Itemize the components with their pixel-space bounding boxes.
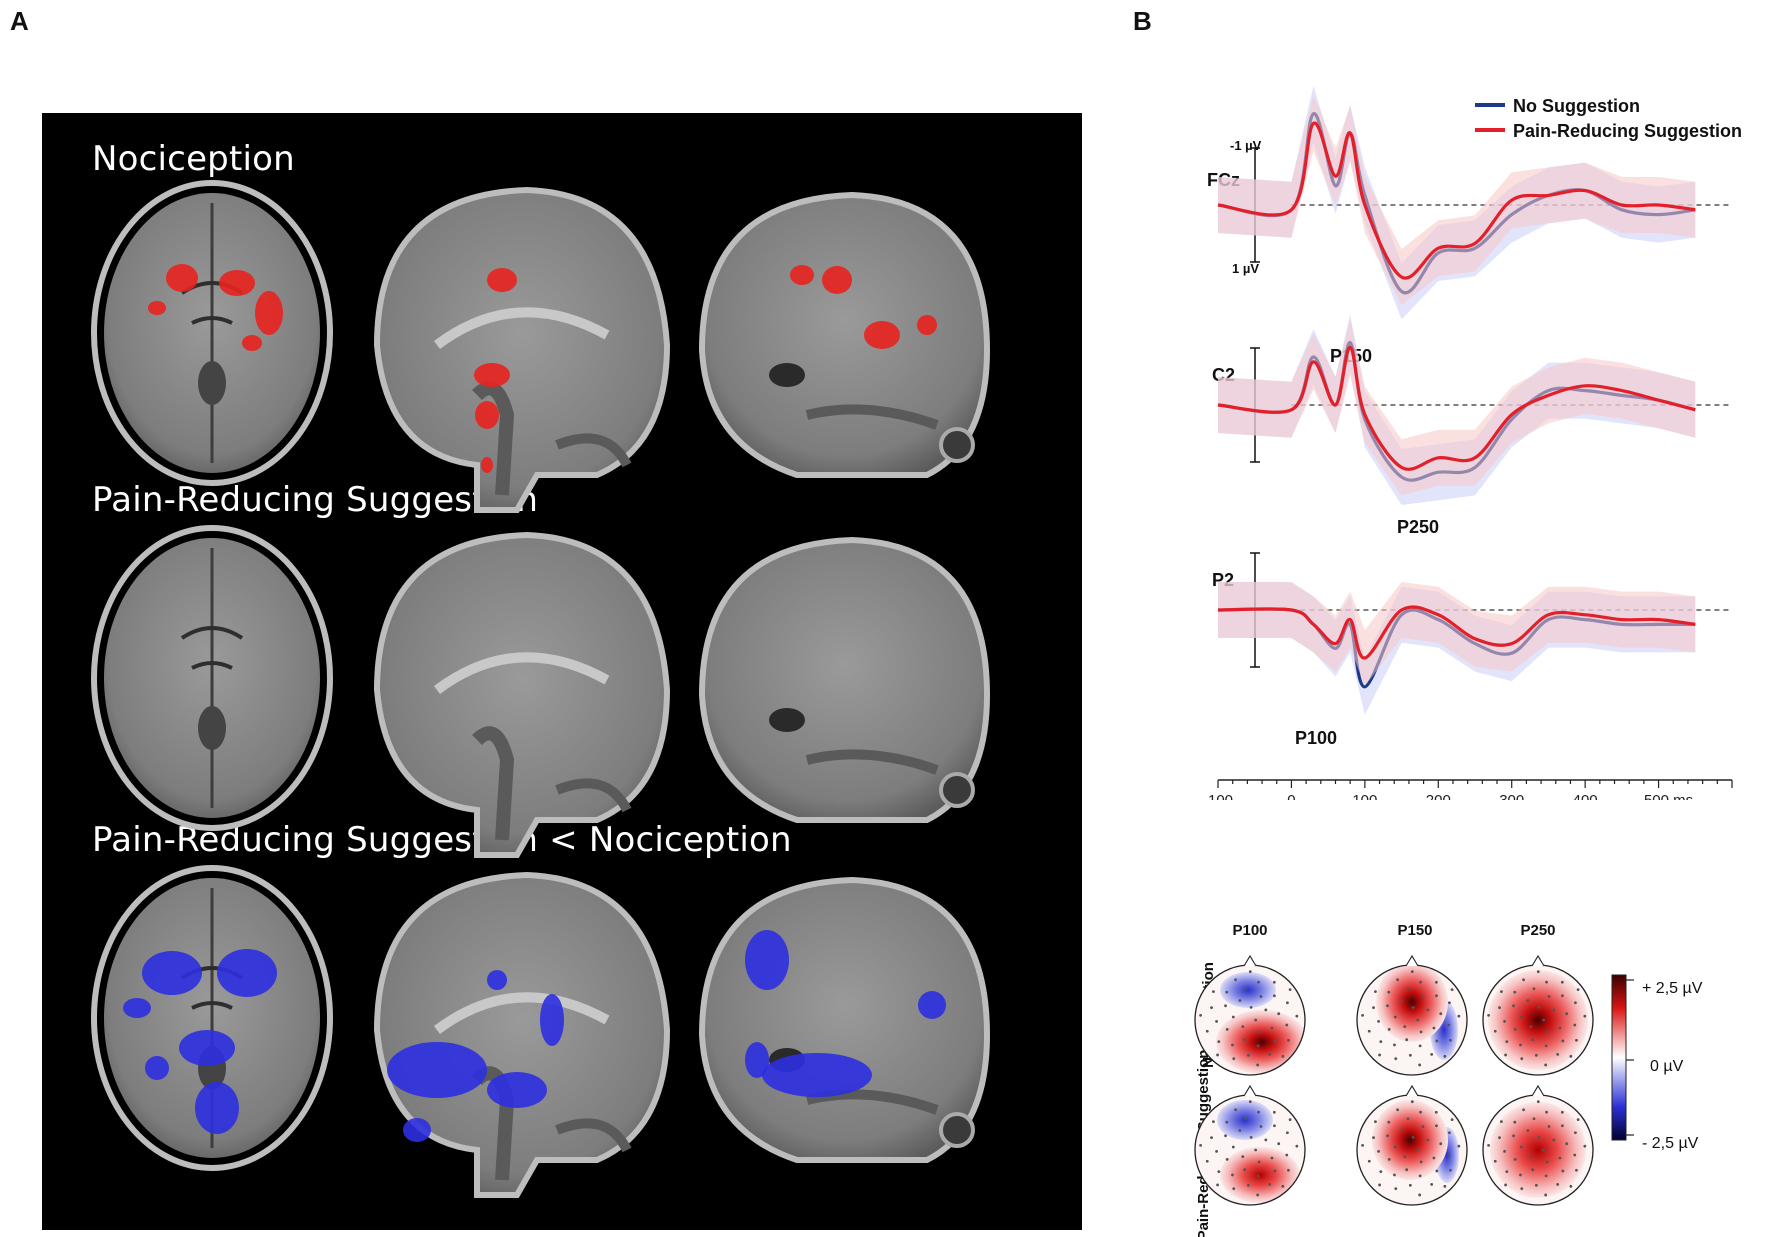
activation-blob	[790, 265, 814, 285]
nose-icon	[1405, 954, 1419, 967]
activation-blob	[145, 1056, 169, 1080]
erp-waveforms: No Suggestion Pain-Reducing Suggestion -…	[1203, 85, 1742, 800]
x-tick-label: 300	[1499, 792, 1524, 800]
activation-blob	[387, 1042, 487, 1098]
brain-slices	[91, 180, 991, 1198]
nose-icon	[1243, 1084, 1257, 1097]
legend-no-suggestion: No Suggestion	[1513, 96, 1640, 116]
erp-line-fcz-suggestion	[1217, 121, 1696, 280]
activation-blob	[762, 1053, 872, 1097]
activation-blob	[745, 930, 789, 990]
x-tick-label: 100	[1352, 792, 1377, 800]
ci-band-c2-3	[1218, 319, 1696, 496]
sagittal-slice-medial	[373, 871, 671, 1198]
panel-letter-b: B	[1133, 6, 1152, 36]
sagittal-slice-lateral	[698, 876, 991, 1163]
activation-blob	[142, 951, 202, 995]
activation-blob	[540, 994, 564, 1046]
activation-blob	[822, 266, 852, 294]
activation-blob	[745, 1042, 769, 1078]
sagittal-slice-lateral	[698, 191, 991, 478]
activation-blob	[917, 315, 937, 335]
ci-band-fcz-1	[1218, 95, 1696, 306]
topo-col-p250: P250	[1520, 922, 1555, 939]
activation-blob	[487, 1072, 547, 1108]
activation-blob	[219, 270, 255, 296]
sagittal-slice-medial	[373, 531, 671, 858]
colorbar	[1611, 974, 1627, 1141]
row-title-nociception: Nociception	[92, 139, 295, 179]
axial-slice	[91, 525, 333, 831]
panel-letter-a: A	[10, 6, 29, 36]
row-title-suggestion: Pain-Reducing Suggestion	[92, 480, 539, 520]
x-tick-label: 500 ms	[1644, 792, 1693, 800]
topomap-p150-row2	[1356, 1084, 1468, 1206]
topomap-p100-row2	[1194, 1084, 1306, 1206]
activation-blob	[255, 291, 283, 335]
activation-blob	[148, 301, 166, 315]
activation-blob	[179, 1030, 235, 1066]
nose-icon	[1243, 954, 1257, 967]
activation-blob	[487, 268, 517, 292]
activation-blob	[217, 949, 277, 997]
colorbar-min: - 2,5 µV	[1642, 1135, 1699, 1152]
legend-suggestion: Pain-Reducing Suggestion	[1513, 121, 1742, 141]
nose-icon	[1531, 954, 1545, 967]
erp-panel: No Suggestion Pain-Reducing Suggestion -…	[1150, 0, 1772, 1237]
activation-blob	[918, 991, 946, 1019]
sagittal-slice-lateral	[698, 536, 991, 823]
activation-blob	[403, 1118, 431, 1142]
topo-col-p150: P150	[1397, 922, 1432, 939]
topography-maps: P100 P150 P250 No Suggestion Pain-Reduci…	[1194, 922, 1703, 1237]
topomap-p250-row2	[1482, 1084, 1594, 1206]
activation-blob	[195, 1082, 239, 1134]
x-tick-label: 0	[1287, 792, 1295, 800]
x-tick-label: -100	[1203, 792, 1233, 800]
erp-line-p2-suggestion	[1217, 605, 1696, 660]
activation-blob	[166, 264, 198, 292]
activation-blob	[474, 363, 510, 387]
sagittal-slice-medial	[373, 186, 671, 513]
nose-icon	[1405, 1084, 1419, 1097]
activation-blob	[481, 457, 493, 473]
scale-top-label: -1 µV	[1230, 138, 1262, 153]
axial-slice	[91, 865, 333, 1171]
peak-label-p250: P250	[1397, 517, 1439, 537]
colorbar-max: + 2,5 µV	[1642, 980, 1703, 997]
colorbar-mid: 0 µV	[1650, 1058, 1684, 1075]
activation-blob	[487, 970, 507, 990]
activation-blob	[242, 335, 262, 351]
topomap-p100-row1	[1194, 954, 1306, 1076]
nose-icon	[1531, 1084, 1545, 1097]
topomap-p250-row1	[1482, 954, 1594, 1076]
activation-blob	[475, 401, 499, 429]
topomap-p150-row1	[1356, 954, 1468, 1076]
fmri-panel: Nociception Pain-Reducing Suggestion Pai…	[42, 113, 1082, 1230]
x-tick-label: 200	[1426, 792, 1451, 800]
axial-slice	[91, 180, 333, 486]
activation-blob	[864, 321, 900, 349]
ci-band-p2-5	[1218, 582, 1696, 686]
x-tick-label: 400	[1573, 792, 1598, 800]
topo-col-p100: P100	[1232, 922, 1267, 939]
erp-line-c2-suggestion	[1217, 345, 1696, 471]
peak-label-p100: P100	[1295, 728, 1337, 748]
scale-bottom-label: 1 µV	[1232, 261, 1259, 276]
activation-blob	[123, 998, 151, 1018]
